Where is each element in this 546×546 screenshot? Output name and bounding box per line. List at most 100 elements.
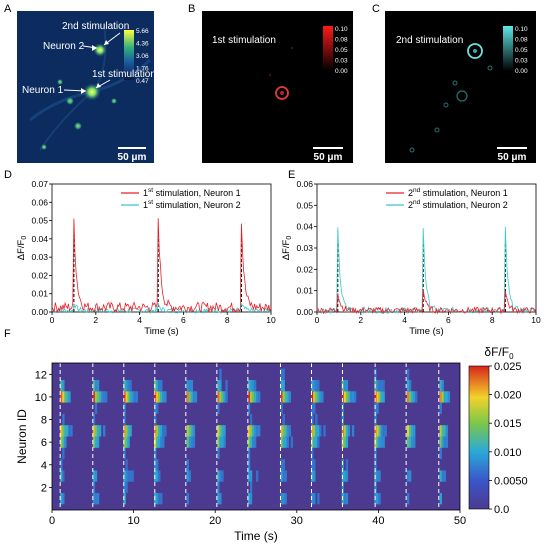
heatmap-cell	[343, 470, 347, 482]
heatmap-cell	[311, 470, 314, 482]
y-tick-label: 0.00	[296, 307, 313, 317]
colorbar-tick-label: 0.00	[335, 68, 348, 75]
heatmap-cell	[125, 481, 128, 494]
heatmap-cell	[247, 493, 251, 505]
colorbar-tick-label: 0.08	[515, 37, 528, 44]
x-tick-label: 2	[358, 315, 363, 325]
heatmap-cell	[315, 379, 318, 392]
heatmap-cell	[317, 391, 320, 403]
heatmap-cell	[313, 470, 316, 482]
heatmap-cell	[217, 425, 220, 437]
heatmap-cell	[217, 391, 220, 403]
heatmap-cell	[315, 413, 318, 426]
heatmap-cell	[156, 425, 159, 437]
heatmap-cell	[251, 436, 255, 448]
heatmap-cell	[188, 391, 192, 403]
heatmap-cell	[186, 493, 189, 505]
heatmap-cell	[280, 402, 283, 414]
panel-letter-c: C	[372, 3, 380, 15]
colorbar-tick-label: 0.010	[494, 447, 522, 459]
heatmap-colorbar	[468, 365, 490, 510]
label-1st-stimulation: 1st stimulation	[92, 69, 156, 80]
heatmap-cell	[345, 493, 349, 505]
x-tick-label: 8	[490, 315, 495, 325]
heatmap-cell	[413, 425, 416, 437]
heatmap-cell	[190, 391, 194, 403]
heatmap-cell	[223, 425, 226, 437]
heatmap-cell	[123, 391, 126, 403]
heatmap-cell	[253, 436, 257, 448]
heatmap-cell	[380, 425, 383, 437]
heatmap-cell	[160, 391, 163, 403]
heatmap-cell	[94, 425, 98, 437]
heatmap-cell	[217, 402, 220, 414]
heatmap-cell	[123, 470, 126, 482]
heatmap-cell	[247, 436, 251, 448]
heatmap-cell	[315, 425, 318, 437]
heatmap-cell	[378, 436, 381, 448]
heatmap-cell	[156, 470, 159, 482]
heatmap-cell	[123, 425, 126, 437]
x-tick-label: 50	[454, 515, 466, 527]
heatmap-cell	[92, 391, 96, 403]
heatmap-cell	[319, 425, 322, 437]
panel-a-scalebar-label: 50 μm	[118, 152, 147, 163]
heatmap-cell	[406, 436, 410, 448]
panel-b-roi-neuron-1	[275, 86, 289, 100]
heatmap-cell	[96, 379, 100, 392]
heatmap-cell	[284, 470, 287, 482]
y-tick-label: 0.05	[296, 200, 313, 210]
heatmap-cell	[439, 379, 442, 392]
heatmap-cell	[156, 459, 159, 471]
heatmap-cell	[443, 425, 447, 437]
heatmap-cell	[288, 391, 291, 403]
heatmap-cell	[382, 425, 385, 437]
label-neuron-1: Neuron 1	[22, 85, 64, 96]
heatmap-cell	[249, 481, 253, 494]
heatmap-cell	[343, 493, 347, 505]
x-tick-label: 30	[291, 515, 303, 527]
heatmap-cell	[64, 425, 67, 437]
heatmap-cell	[374, 447, 377, 460]
legend-label: 2nd stimulation, Neuron 2	[408, 199, 508, 210]
heatmap-cell	[217, 436, 220, 448]
heatmap-cell	[125, 391, 128, 403]
heatmap-cell	[251, 425, 255, 437]
colorbar-tick-label: 0.10	[515, 26, 528, 33]
heatmap-cell	[384, 425, 387, 437]
colorbar-tick-label: 0.03	[515, 58, 528, 65]
panel-b-scalebar-label: 50 μm	[314, 152, 343, 163]
heatmap-cell	[62, 493, 65, 505]
heatmap-cell	[92, 481, 96, 494]
heatmap-cell	[284, 391, 287, 403]
heatmap-cell	[247, 459, 251, 471]
chart-f: 0 10 20 30 40 50 2 4 6 8 10 12 Time (s) Neuron ID 0.02…	[15, 345, 528, 543]
heatmap-cell	[311, 391, 314, 403]
heatmap-cell	[378, 470, 381, 482]
heatmap-cell	[409, 436, 412, 448]
heatmap-cell	[311, 425, 314, 437]
heatmap-cell	[160, 436, 163, 448]
heatmap-cell	[219, 391, 222, 403]
heatmap-cell	[406, 493, 410, 505]
plot-frame	[51, 183, 272, 313]
heatmap-cell	[253, 391, 257, 403]
heatmap-cell	[156, 436, 159, 448]
heatmap-cell	[441, 379, 444, 392]
heatmap-cell	[380, 436, 383, 448]
y-tick-label: 10	[35, 392, 47, 404]
heatmap-cell	[186, 470, 189, 482]
panel-a-colorbar	[124, 30, 134, 80]
colorbar-tick-label: 0.05	[335, 47, 348, 54]
panel-letter-a: A	[4, 3, 12, 15]
panel-c-colorbar-ticks: 0.10 0.08 0.05 0.03 0.00	[515, 26, 528, 75]
x-tick-label: 0	[315, 315, 320, 325]
heatmap-cell	[286, 391, 289, 403]
colorbar-tick-label: 0.015	[494, 418, 522, 430]
heatmap-cell	[382, 391, 385, 403]
heatmap-cell	[249, 413, 253, 426]
heatmap-cell	[315, 391, 318, 403]
heatmap-cell	[406, 470, 410, 482]
heatmap-cell	[253, 379, 257, 392]
heatmap-cell	[249, 425, 253, 437]
